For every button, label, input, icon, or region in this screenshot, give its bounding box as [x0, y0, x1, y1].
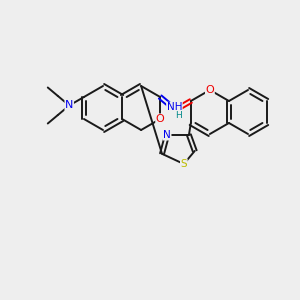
Text: N: N: [163, 130, 171, 140]
Text: S: S: [181, 159, 187, 169]
Text: O: O: [172, 104, 182, 114]
Text: O: O: [156, 114, 164, 124]
Text: N: N: [65, 100, 74, 110]
Text: O: O: [206, 85, 214, 95]
Text: NH: NH: [167, 102, 182, 112]
Text: H: H: [175, 111, 182, 120]
